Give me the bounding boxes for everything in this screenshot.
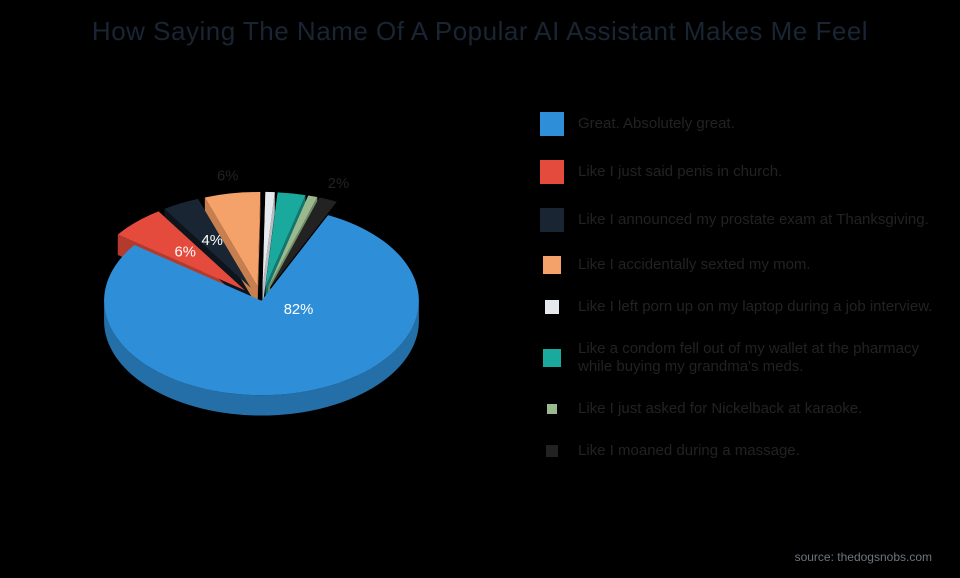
legend-label-porn: Like I left porn up on my laptop during … — [578, 298, 932, 316]
legend-swatch-sext — [543, 256, 561, 274]
legend-item-condom: Like a condom fell out of my wallet at t… — [540, 340, 938, 376]
legend-label-prostate: Like I announced my prostate exam at Tha… — [578, 211, 929, 229]
legend-swatch-condom — [543, 349, 561, 367]
legend-swatch-great — [540, 112, 564, 136]
legend-label-penis: Like I just said penis in church. — [578, 163, 782, 181]
legend-label-nickelback: Like I just asked for Nickelback at kara… — [578, 400, 862, 418]
slice-label-moaned: 2% — [328, 176, 349, 192]
legend-item-sext: Like I accidentally sexted my mom. — [540, 256, 938, 274]
legend: Great. Absolutely great. Like I just said… — [540, 112, 938, 484]
pie-chart: 82% 6% 4% 6% 2% — [0, 60, 560, 560]
slice-label-sext: 6% — [217, 169, 238, 185]
legend-item-porn: Like I left porn up on my laptop during … — [540, 298, 938, 316]
pie-tops — [104, 192, 419, 395]
legend-label-moaned: Like I moaned during a massage. — [578, 442, 800, 460]
slice-label-prostate: 4% — [202, 233, 223, 249]
legend-swatch-porn — [545, 300, 559, 314]
caption: source: thedogsnobs.com — [795, 550, 932, 564]
legend-item-moaned: Like I moaned during a massage. — [540, 442, 938, 460]
legend-swatch-moaned — [546, 445, 558, 457]
slice-label-penis: 6% — [175, 245, 196, 261]
legend-swatch-nickelback — [547, 404, 557, 414]
legend-item-penis: Like I just said penis in church. — [540, 160, 938, 184]
legend-label-great: Great. Absolutely great. — [578, 115, 735, 133]
legend-label-condom: Like a condom fell out of my wallet at t… — [578, 340, 938, 376]
slice-label-great: 82% — [284, 302, 314, 318]
chart-title: How Saying The Name Of A Popular AI Assi… — [0, 0, 960, 47]
legend-item-great: Great. Absolutely great. — [540, 112, 938, 136]
legend-swatch-penis — [540, 160, 564, 184]
legend-swatch-prostate — [540, 208, 564, 232]
legend-item-nickelback: Like I just asked for Nickelback at kara… — [540, 400, 938, 418]
legend-item-prostate: Like I announced my prostate exam at Tha… — [540, 208, 938, 232]
legend-label-sext: Like I accidentally sexted my mom. — [578, 256, 811, 274]
